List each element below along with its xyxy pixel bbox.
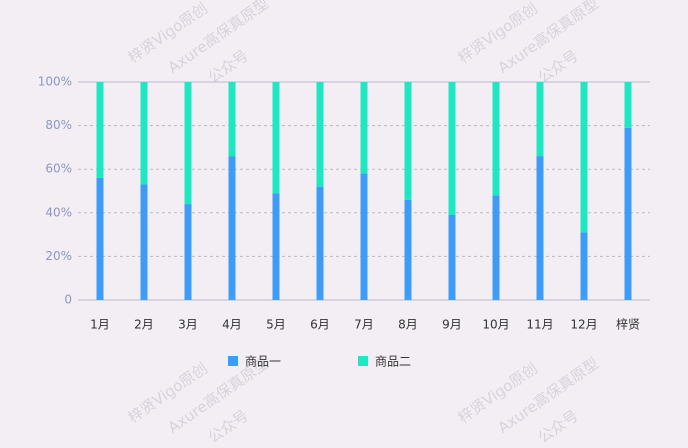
bar-segment bbox=[96, 177, 104, 300]
bar-segment bbox=[228, 156, 236, 300]
x-tick-label: 5月 bbox=[266, 318, 286, 332]
x-tick-label: 9月 bbox=[442, 318, 462, 332]
bar-segment bbox=[316, 82, 324, 187]
x-tick-label: 4月 bbox=[222, 318, 242, 332]
bar-segment bbox=[448, 82, 456, 215]
x-tick-label: 12月 bbox=[570, 318, 597, 332]
legend-swatch bbox=[358, 356, 368, 366]
bar-segment bbox=[624, 127, 632, 300]
bar-segment bbox=[360, 82, 368, 174]
y-tick-label: 60% bbox=[45, 162, 72, 176]
bar-segment bbox=[536, 82, 544, 157]
x-tick-label: 7月 bbox=[354, 318, 374, 332]
bar-segment bbox=[404, 199, 412, 300]
bar-segment bbox=[140, 82, 148, 185]
legend-swatch bbox=[228, 356, 238, 366]
bar-segment bbox=[448, 214, 456, 300]
y-tick-label: 0 bbox=[64, 293, 72, 307]
legend-label: 商品一 bbox=[245, 354, 281, 369]
x-tick-label: 6月 bbox=[310, 318, 330, 332]
bar-segment bbox=[184, 204, 192, 300]
watermark: 公众号 bbox=[205, 46, 252, 87]
x-tick-label: 2月 bbox=[134, 318, 154, 332]
watermark: 公众号 bbox=[205, 406, 252, 444]
x-tick-label: 梓贤 bbox=[616, 317, 640, 332]
bar-segment bbox=[624, 82, 632, 128]
watermark: 公众号 bbox=[535, 46, 582, 87]
x-tick-label: 8月 bbox=[398, 318, 418, 332]
x-tick-label: 3月 bbox=[178, 318, 198, 332]
y-tick-label: 80% bbox=[45, 118, 72, 132]
x-tick-label: 11月 bbox=[526, 318, 553, 332]
bar-segment bbox=[360, 173, 368, 300]
bar-segment bbox=[272, 82, 280, 194]
x-tick-label: 1月 bbox=[90, 318, 110, 332]
legend-label: 商品二 bbox=[375, 354, 411, 369]
bar-segment bbox=[228, 82, 236, 157]
y-tick-label: 20% bbox=[45, 249, 72, 263]
bar-segment bbox=[316, 186, 324, 300]
bar-segment bbox=[580, 232, 588, 300]
x-tick-label: 10月 bbox=[482, 318, 509, 332]
bar-segment bbox=[96, 82, 104, 178]
bar-segment bbox=[140, 184, 148, 300]
bar-segment bbox=[492, 195, 500, 300]
bar-segment bbox=[580, 82, 588, 233]
bar-segment bbox=[184, 82, 192, 205]
y-tick-label: 100% bbox=[38, 75, 72, 89]
watermark: 公众号 bbox=[535, 406, 582, 444]
bar-segment bbox=[272, 193, 280, 300]
bar-segment bbox=[536, 156, 544, 300]
bar-segment bbox=[404, 82, 412, 200]
bar-segment bbox=[492, 82, 500, 196]
y-tick-label: 40% bbox=[45, 205, 72, 219]
